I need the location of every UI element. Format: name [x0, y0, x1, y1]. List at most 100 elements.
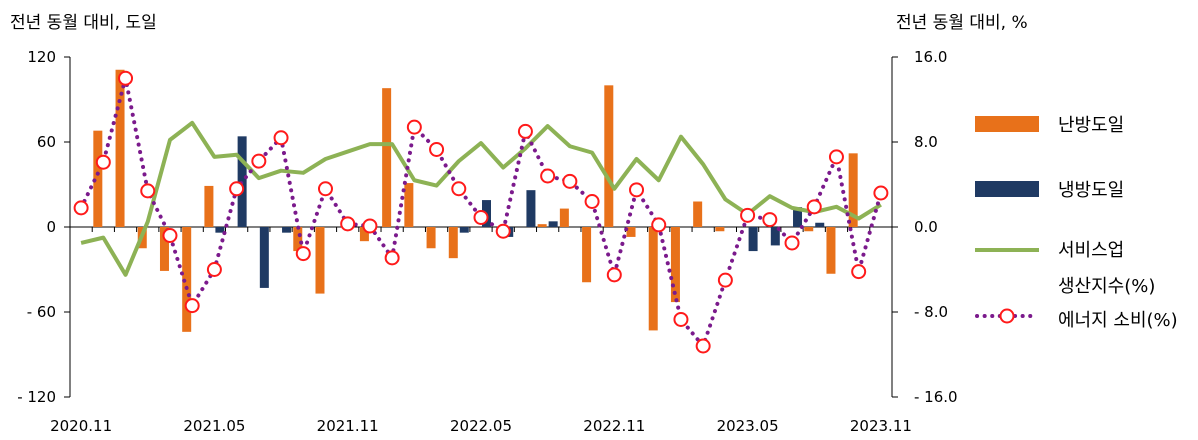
bar-heating — [182, 227, 192, 332]
legend-label-service-2: 생산지수(%) — [1058, 276, 1156, 297]
marker-energy-consumption — [495, 223, 511, 239]
bar-heating — [604, 85, 614, 227]
bar-heating — [848, 153, 858, 227]
bar-heating — [804, 227, 814, 232]
y-left-tick-label: - 120 — [17, 388, 56, 406]
y-left-tick-label: 0 — [46, 218, 56, 236]
marker-energy-consumption — [118, 70, 134, 86]
bar-cooling — [548, 221, 558, 227]
legend-swatch-heating — [975, 116, 1039, 132]
bar-heating — [648, 227, 658, 331]
marker-energy-consumption — [251, 153, 267, 169]
marker-energy-consumption — [540, 168, 556, 184]
marker-energy-consumption — [828, 149, 844, 165]
bar-cooling — [748, 227, 758, 252]
y-right-tick-label: 16.0 — [914, 48, 947, 66]
legend-swatch-service — [975, 248, 1039, 252]
y-right-tick-label: 8.0 — [914, 133, 938, 151]
x-tick-label: 2021.11 — [317, 417, 379, 435]
y-left-tick-label: - 60 — [27, 303, 56, 321]
bar-heating — [826, 227, 836, 274]
marker-energy-consumption — [606, 267, 622, 283]
marker-energy-consumption — [695, 338, 711, 354]
marker-energy-consumption — [340, 216, 356, 232]
x-tick-label: 2020.11 — [50, 417, 112, 435]
y-right-tick-label: 0.0 — [914, 218, 938, 236]
bar-heating — [382, 88, 392, 228]
marker-energy-consumption — [162, 228, 178, 243]
bar-heating — [582, 227, 592, 283]
bar-cooling — [215, 227, 225, 233]
marker-energy-consumption — [384, 250, 400, 266]
marker-energy-consumption — [673, 311, 689, 327]
marker-energy-consumption — [740, 207, 756, 223]
marker-energy-consumption — [317, 181, 333, 197]
legend-label-service-1: 서비스업 — [1058, 240, 1125, 261]
x-tick-label: 2022.11 — [583, 417, 645, 435]
bar-heating — [448, 227, 458, 259]
marker-energy-consumption — [429, 141, 445, 157]
y-left-tick-label: 60 — [37, 133, 56, 151]
marker-energy-consumption — [517, 123, 533, 139]
bar-heating — [159, 227, 169, 271]
marker-energy-consumption — [584, 194, 600, 209]
legend-swatch-cooling — [975, 181, 1039, 197]
x-tick-label: 2022.05 — [450, 417, 512, 435]
marker-energy-consumption — [95, 154, 111, 170]
legend-label-energy: 에너지 소비(%) — [1058, 310, 1178, 331]
marker-energy-consumption — [784, 235, 800, 251]
bar-cooling — [793, 207, 803, 227]
y-right-axis-label: 전년 동월 대비, % — [896, 13, 1028, 33]
marker-energy-consumption — [229, 181, 245, 197]
marker-energy-consumption — [717, 272, 733, 288]
x-tick-label: 2023.11 — [850, 417, 912, 435]
bar-heating — [359, 227, 369, 242]
marker-energy-consumption — [184, 298, 200, 314]
y-left-axis-label: 전년 동월 대비, 도일 — [10, 13, 157, 33]
bar-heating — [693, 201, 703, 227]
bar-cooling — [459, 227, 469, 233]
marker-energy-consumption — [806, 199, 822, 215]
bar-heating — [426, 227, 436, 249]
marker-energy-consumption — [473, 209, 489, 225]
bar-heating — [204, 185, 214, 227]
marker-energy-consumption — [562, 173, 578, 189]
bar-cooling — [526, 190, 536, 227]
line-service-production — [80, 120, 882, 277]
y-right-tick-label: - 8.0 — [914, 303, 948, 321]
marker-energy-consumption — [651, 217, 667, 233]
marker-energy-consumption — [362, 218, 378, 234]
marker-energy-consumption — [273, 130, 289, 146]
marker-energy-consumption — [406, 119, 422, 135]
bar-heating — [293, 227, 303, 252]
x-tick-label: 2023.05 — [717, 417, 779, 435]
marker-energy-consumption — [73, 200, 89, 216]
bar-cooling — [770, 227, 780, 246]
bar-heating — [626, 227, 636, 237]
bar-heating — [670, 227, 680, 303]
bar-heating — [315, 227, 325, 294]
bar-cooling — [282, 227, 292, 233]
marker-energy-consumption — [295, 246, 311, 262]
bar-cooling — [259, 227, 269, 288]
bar-heating — [93, 130, 103, 227]
marker-energy-consumption — [629, 182, 645, 198]
legend: 난방도일 냉방도일 서비스업 생산지수(%) 에너지 소비(%) — [975, 100, 1195, 340]
bar-heating — [537, 224, 547, 227]
marker-energy-consumption — [762, 212, 778, 228]
bar-heating — [115, 69, 125, 227]
marker-energy-consumption — [140, 183, 156, 199]
bar-heating — [404, 183, 414, 227]
bar-cooling — [815, 222, 825, 227]
marker-energy-consumption — [451, 181, 467, 197]
legend-swatch-energy — [975, 308, 1039, 324]
bar-heating — [715, 227, 725, 232]
legend-label-cooling: 냉방도일 — [1058, 180, 1125, 201]
bar-heating — [559, 208, 569, 227]
marker-energy-consumption — [206, 262, 222, 277]
y-left-tick-label: 120 — [27, 48, 56, 66]
marker-energy-consumption — [851, 264, 867, 280]
legend-label-heating: 난방도일 — [1058, 115, 1125, 136]
y-right-tick-label: - 16.0 — [914, 388, 958, 406]
